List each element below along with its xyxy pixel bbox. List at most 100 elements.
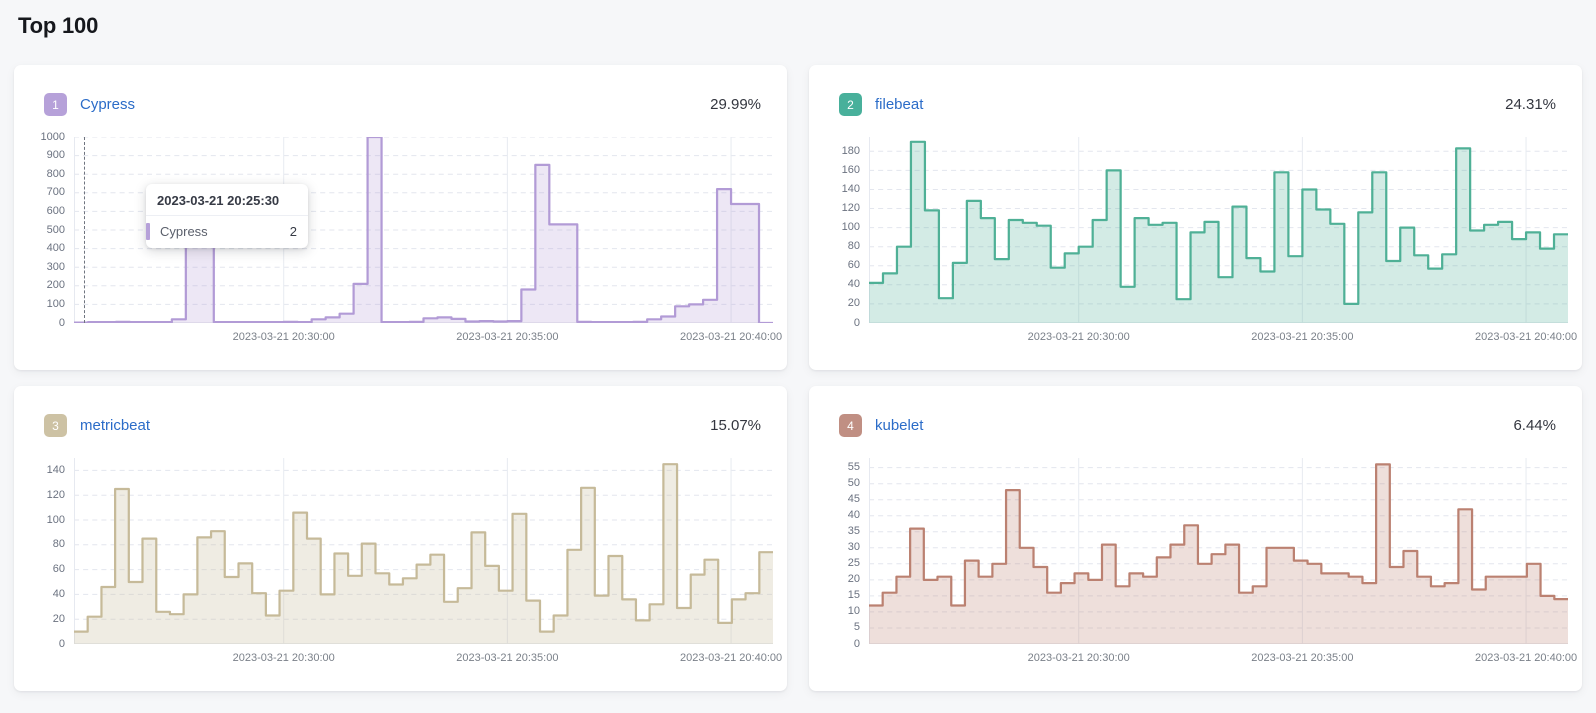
tooltip-series-row: Cypress 2 xyxy=(146,216,308,243)
card-header: 4 kubelet 6.44% xyxy=(839,414,1556,437)
dashboard-page: Top 100 1 Cypress 29.99% 0 100 200 300 400 50… xyxy=(14,13,1582,691)
percentage-value: 29.99% xyxy=(710,96,761,113)
rank-badge: 3 xyxy=(44,414,67,437)
chart-card-kubelet: 4 kubelet 6.44% 0 5 10 15 20 25 30 35 40 45 50 55 2… xyxy=(809,386,1582,691)
series-link-cypress[interactable]: Cypress xyxy=(80,96,136,113)
card-header: 2 filebeat 24.31% xyxy=(839,93,1556,116)
x-tick-label: 2023-03-21 20:35:00 xyxy=(456,652,559,664)
chart-card-grid: 1 Cypress 29.99% 0 100 200 300 400 500 600 700 8… xyxy=(14,65,1582,691)
x-tick-label: 2023-03-21 20:30:00 xyxy=(1027,331,1130,343)
x-tick-label: 2023-03-21 20:40:00 xyxy=(1474,652,1578,664)
y-tick-label: 120 xyxy=(46,488,65,501)
chart-cypress: 0 100 200 300 400 500 600 700 800 900 1000 2023-03… xyxy=(28,131,783,347)
y-tick-label: 55 xyxy=(847,461,860,474)
x-axis: 2023-03-21 20:30:00 2023-03-21 20:35:00 20… xyxy=(74,323,783,347)
plot-area[interactable] xyxy=(74,458,773,644)
chart-tooltip: 2023-03-21 20:25:30 Cypress 2 xyxy=(146,184,308,248)
y-axis: 0 20 40 60 80 100 120 140 160 180 xyxy=(823,137,869,329)
tooltip-series-mark-icon xyxy=(146,223,150,240)
rank-badge: 1 xyxy=(44,93,67,116)
x-tick-label: 2023-03-21 20:35:00 xyxy=(456,331,559,343)
rank-badge: 2 xyxy=(839,93,862,116)
y-tick-label: 120 xyxy=(841,202,860,215)
y-tick-label: 0 xyxy=(58,637,65,650)
y-tick-label: 25 xyxy=(847,557,860,570)
y-tick-label: 35 xyxy=(847,525,860,538)
y-tick-label: 140 xyxy=(46,463,65,476)
y-tick-label: 40 xyxy=(847,278,860,291)
x-tick-label: 2023-03-21 20:35:00 xyxy=(1251,331,1354,343)
percentage-value: 6.44% xyxy=(1513,417,1556,434)
y-tick-label: 30 xyxy=(847,541,860,554)
x-axis: 2023-03-21 20:30:00 2023-03-21 20:35:00 20… xyxy=(74,644,783,668)
percentage-value: 24.31% xyxy=(1505,96,1556,113)
x-axis: 2023-03-21 20:30:00 2023-03-21 20:35:00 20… xyxy=(869,323,1578,347)
y-tick-label: 100 xyxy=(841,221,860,234)
tooltip-series-value: 2 xyxy=(289,224,297,239)
rank-badge: 4 xyxy=(839,414,862,437)
y-tick-label: 100 xyxy=(46,297,65,310)
y-tick-label: 80 xyxy=(847,240,860,253)
y-tick-label: 1000 xyxy=(40,130,65,143)
y-tick-label: 400 xyxy=(46,242,65,255)
series-link-kubelet[interactable]: kubelet xyxy=(875,417,924,434)
area-chart-svg xyxy=(74,458,773,644)
tooltip-series-name: Cypress xyxy=(160,224,208,239)
area-chart-svg xyxy=(869,137,1568,323)
y-axis: 0 100 200 300 400 500 600 700 800 900 1000 xyxy=(28,131,74,329)
card-header: 1 Cypress 29.99% xyxy=(44,93,761,116)
y-tick-label: 60 xyxy=(847,259,860,272)
plot-area[interactable] xyxy=(869,458,1568,644)
y-tick-label: 800 xyxy=(46,167,65,180)
y-tick-label: 45 xyxy=(847,493,860,506)
y-tick-label: 40 xyxy=(52,587,65,600)
y-tick-label: 60 xyxy=(52,563,65,576)
x-tick-label: 2023-03-21 20:40:00 xyxy=(1474,331,1578,343)
x-tick-label: 2023-03-21 20:35:00 xyxy=(1251,652,1354,664)
chart-kubelet: 0 5 10 15 20 25 30 35 40 45 50 55 2023-03-21 20:30:… xyxy=(823,458,1578,668)
y-tick-label: 200 xyxy=(46,279,65,292)
x-tick-label: 2023-03-21 20:40:00 xyxy=(679,652,783,664)
x-tick-label: 2023-03-21 20:30:00 xyxy=(1027,652,1130,664)
y-tick-label: 80 xyxy=(52,538,65,551)
y-tick-label: 20 xyxy=(52,612,65,625)
y-tick-label: 0 xyxy=(853,637,860,650)
y-tick-label: 0 xyxy=(853,316,860,329)
page-title: Top 100 xyxy=(18,13,99,38)
y-tick-label: 50 xyxy=(847,477,860,490)
y-tick-label: 140 xyxy=(841,182,860,195)
percentage-value: 15.07% xyxy=(710,417,761,434)
chart-metricbeat: 0 20 40 60 80 100 120 140 2023-03-21 20:30:00 20… xyxy=(28,458,783,668)
chart-filebeat: 0 20 40 60 80 100 120 140 160 180 2023-03-21 20:3… xyxy=(823,137,1578,347)
chart-card-filebeat: 2 filebeat 24.31% 0 20 40 60 80 100 120 140 160 1… xyxy=(809,65,1582,370)
y-tick-label: 20 xyxy=(847,297,860,310)
y-tick-label: 40 xyxy=(847,509,860,522)
y-tick-label: 5 xyxy=(853,621,860,634)
x-tick-label: 2023-03-21 20:30:00 xyxy=(232,331,335,343)
chart-card-cypress: 1 Cypress 29.99% 0 100 200 300 400 500 600 700 8… xyxy=(14,65,787,370)
y-tick-label: 15 xyxy=(847,589,860,602)
y-tick-label: 900 xyxy=(46,149,65,162)
card-header: 3 metricbeat 15.07% xyxy=(44,414,761,437)
y-tick-label: 0 xyxy=(58,316,65,329)
y-tick-label: 300 xyxy=(46,260,65,273)
series-link-filebeat[interactable]: filebeat xyxy=(875,96,924,113)
series-link-metricbeat[interactable]: metricbeat xyxy=(80,417,151,434)
plot-area[interactable] xyxy=(869,137,1568,323)
y-tick-label: 700 xyxy=(46,186,65,199)
chart-card-metricbeat: 3 metricbeat 15.07% 0 20 40 60 80 100 120 140 2… xyxy=(14,386,787,691)
crosshair-line xyxy=(84,137,85,323)
y-tick-label: 180 xyxy=(841,144,860,157)
y-tick-label: 500 xyxy=(46,223,65,236)
x-tick-label: 2023-03-21 20:40:00 xyxy=(679,331,783,343)
y-tick-label: 600 xyxy=(46,204,65,217)
x-axis: 2023-03-21 20:30:00 2023-03-21 20:35:00 20… xyxy=(869,644,1578,668)
y-tick-label: 20 xyxy=(847,573,860,586)
plot-area[interactable]: 2023-03-21 20:25:30 Cypress 2 xyxy=(74,137,773,323)
y-tick-label: 100 xyxy=(46,513,65,526)
x-tick-label: 2023-03-21 20:30:00 xyxy=(232,652,335,664)
tooltip-time: 2023-03-21 20:25:30 xyxy=(146,190,308,216)
y-axis: 0 5 10 15 20 25 30 35 40 45 50 55 xyxy=(823,458,869,649)
y-tick-label: 160 xyxy=(841,163,860,176)
y-axis: 0 20 40 60 80 100 120 140 xyxy=(28,458,74,650)
